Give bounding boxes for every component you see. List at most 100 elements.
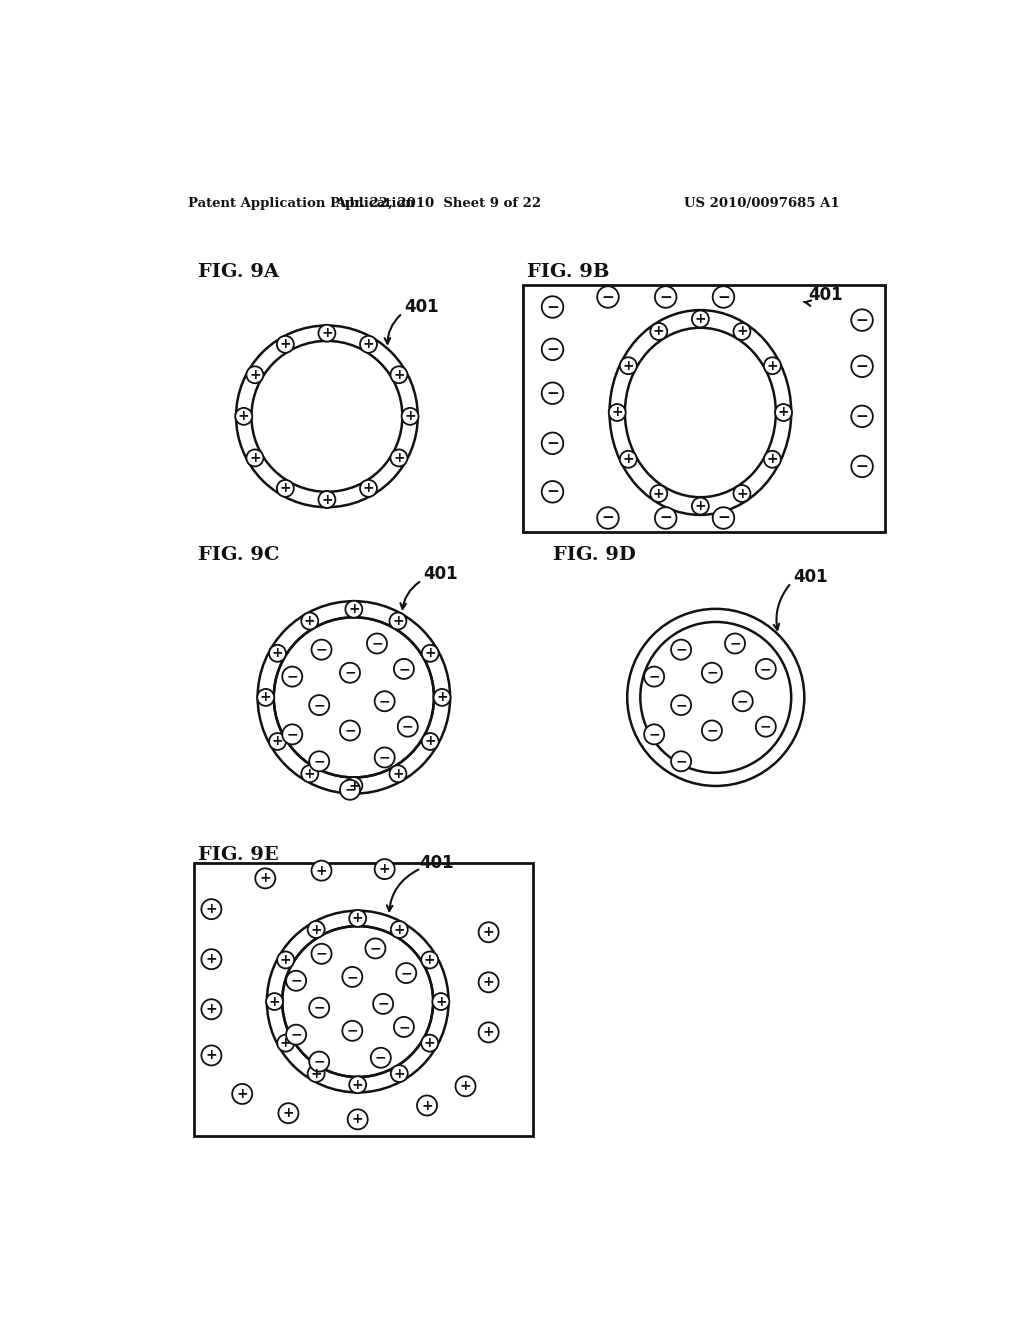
Circle shape [236,408,252,425]
Text: +: + [268,994,281,1008]
Text: −: − [287,727,298,742]
Text: −: − [398,661,410,676]
Circle shape [342,966,362,987]
Text: +: + [362,482,375,495]
Circle shape [640,622,792,774]
Text: +: + [304,767,315,780]
Circle shape [202,949,221,969]
Circle shape [360,480,377,496]
Circle shape [257,689,274,706]
Text: 401: 401 [403,298,438,315]
Circle shape [655,507,677,529]
Bar [194,863,532,1137]
Circle shape [671,751,691,771]
Circle shape [432,993,450,1010]
Text: −: − [290,974,302,987]
Circle shape [342,1020,362,1040]
Text: −: − [377,997,389,1011]
Text: +: + [653,487,665,500]
Circle shape [309,998,330,1018]
Text: +: + [348,779,359,792]
Text: −: − [737,694,749,709]
Text: +: + [736,325,748,338]
Bar [523,285,885,532]
Text: −: − [344,723,355,738]
Text: −: − [315,643,328,656]
Circle shape [851,309,872,331]
Circle shape [318,325,336,342]
Circle shape [417,1096,437,1115]
Text: −: − [856,313,868,327]
Text: −: − [717,289,730,305]
Circle shape [349,909,367,927]
Text: +: + [482,975,495,989]
Text: +: + [315,863,328,878]
Circle shape [542,433,563,454]
Circle shape [733,692,753,711]
Circle shape [396,964,416,983]
Circle shape [608,404,626,421]
Circle shape [345,601,362,618]
Circle shape [278,952,294,969]
Circle shape [366,939,385,958]
Circle shape [478,923,499,942]
Circle shape [348,1109,368,1130]
Text: −: − [379,751,390,764]
Text: −: − [856,359,868,374]
Circle shape [375,859,394,879]
Text: +: + [249,368,261,381]
Text: +: + [283,1106,294,1121]
Text: −: − [313,1001,325,1015]
Circle shape [655,286,677,308]
Text: −: − [707,723,718,738]
Circle shape [775,404,792,421]
Circle shape [345,777,362,795]
Text: FIG. 9E: FIG. 9E [199,846,280,865]
Text: −: − [648,727,660,742]
Circle shape [851,355,872,378]
Circle shape [701,663,722,682]
Circle shape [283,667,302,686]
Text: +: + [271,734,284,748]
Circle shape [389,766,407,783]
Circle shape [283,927,433,1077]
Circle shape [202,1045,221,1065]
Circle shape [301,766,318,783]
Circle shape [309,696,330,715]
Circle shape [733,323,751,341]
Circle shape [391,1065,408,1082]
Text: −: − [344,665,355,680]
Text: +: + [392,614,403,628]
Text: +: + [611,405,623,420]
Circle shape [286,970,306,991]
Circle shape [276,335,294,352]
Text: +: + [206,1048,217,1063]
Circle shape [232,1084,252,1104]
Text: −: − [659,289,672,305]
Circle shape [433,689,451,706]
Text: +: + [260,690,271,705]
Circle shape [394,659,414,678]
Text: −: − [290,1028,302,1041]
Text: +: + [424,734,436,748]
Text: 401: 401 [419,854,454,873]
Circle shape [311,944,332,964]
Text: −: − [313,1055,325,1069]
Circle shape [671,696,691,715]
Circle shape [692,310,709,327]
Circle shape [620,358,637,374]
Text: +: + [238,409,250,424]
Circle shape [542,480,563,503]
Text: −: − [379,694,390,709]
Text: +: + [237,1086,248,1101]
Text: +: + [206,1002,217,1016]
Text: +: + [694,312,707,326]
Text: −: − [675,698,687,711]
Circle shape [340,780,360,800]
Text: +: + [435,994,446,1008]
Text: FIG. 9B: FIG. 9B [527,264,609,281]
Text: +: + [280,953,292,968]
Text: +: + [421,1098,433,1113]
Circle shape [269,645,286,661]
Circle shape [692,498,709,515]
